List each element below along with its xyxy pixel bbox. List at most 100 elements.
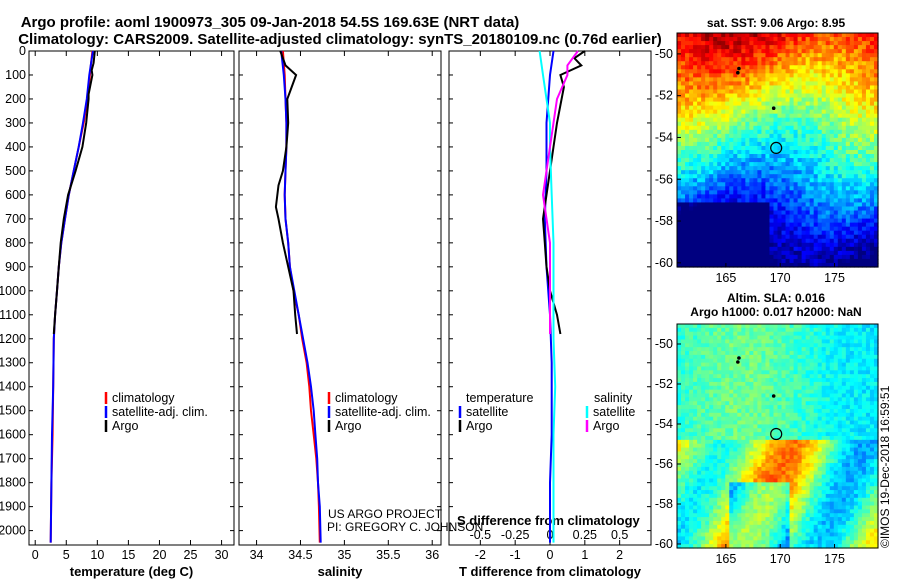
map-cell [729, 93, 734, 99]
map-cell [817, 166, 823, 171]
map-cell [869, 178, 875, 183]
map-cell [693, 381, 698, 387]
map-cell [717, 45, 722, 50]
map-cell [681, 354, 686, 360]
map-cell [713, 174, 718, 179]
map-cell [873, 327, 879, 333]
map-cell [741, 133, 746, 139]
map-cell [849, 37, 855, 42]
map-cell [841, 206, 847, 212]
map-cell [869, 246, 875, 252]
map-cell [745, 343, 750, 348]
map-cell [845, 424, 851, 429]
map-cell [809, 451, 815, 456]
map-cell [729, 81, 734, 87]
map-cell [797, 343, 803, 348]
map-cell [749, 210, 754, 216]
map-cell [781, 81, 787, 87]
map-cell [845, 73, 851, 78]
map-cell [677, 343, 682, 348]
map-cell [725, 218, 730, 224]
map-cell [721, 178, 726, 183]
map-cell [737, 57, 742, 62]
map-cell [781, 214, 787, 220]
map-cell [805, 424, 811, 429]
map-cell [749, 234, 754, 240]
map-cell [769, 210, 775, 216]
map-cell [853, 121, 859, 127]
map-cell [805, 420, 811, 426]
map-cell [705, 101, 710, 107]
map-cell [733, 170, 738, 175]
map-cell [785, 186, 791, 191]
map-cell [677, 45, 682, 50]
map-cell [681, 93, 686, 99]
map-cell [841, 81, 847, 87]
map-cell [789, 121, 795, 127]
map-cell [805, 432, 811, 437]
map-cell [813, 73, 819, 78]
map-cell [761, 61, 767, 66]
map-cell [749, 339, 754, 344]
map-cell [869, 166, 875, 171]
map-cell [829, 129, 835, 135]
map-cell [797, 439, 803, 445]
map-cell [689, 459, 694, 464]
map-cell [709, 105, 714, 111]
map-cell [757, 85, 763, 91]
map-cell [689, 37, 694, 42]
map-cell [733, 73, 738, 78]
map-cell [833, 166, 839, 171]
map-cell [841, 182, 847, 187]
map-cell [725, 198, 730, 204]
map-cell [753, 463, 758, 468]
map-cell [717, 226, 722, 232]
map-cell [873, 174, 879, 179]
map-cell [701, 378, 706, 383]
map-cell [685, 230, 690, 236]
map-cell [685, 117, 690, 123]
map-cell [857, 57, 863, 62]
map-cell [809, 424, 815, 429]
map-cell [757, 385, 763, 391]
map-cell [869, 218, 875, 224]
map-cell [849, 190, 855, 195]
map-cell [825, 447, 831, 453]
map-cell [869, 424, 875, 429]
map-cell [841, 351, 847, 356]
map-cell [709, 432, 714, 437]
map-cell [845, 133, 851, 139]
map-cell [737, 214, 742, 220]
map-cell [869, 194, 875, 200]
map-cell [745, 53, 750, 58]
map-cell [773, 190, 779, 195]
map-cell [677, 234, 682, 240]
map-cell [753, 250, 758, 256]
map-cell [817, 69, 823, 74]
map-cell [773, 389, 779, 395]
map-cell [729, 85, 734, 91]
map-cell [865, 238, 871, 244]
map-cell [721, 370, 726, 375]
map-cell [749, 374, 754, 379]
map-cell [821, 459, 827, 464]
map-cell [757, 210, 763, 216]
map-cell [681, 246, 686, 252]
map-cell [769, 37, 775, 42]
map-cell [749, 439, 754, 445]
map-cell [753, 210, 758, 216]
map-cell [813, 45, 819, 50]
map-cell [829, 416, 835, 422]
map-cell [833, 246, 839, 252]
map-cell [773, 366, 779, 371]
map-cell [693, 162, 698, 167]
map-cell [785, 408, 791, 414]
map-cell [709, 206, 714, 212]
map-cell [717, 463, 722, 468]
map-cell [717, 41, 722, 46]
map-cell [693, 226, 698, 232]
map-cell [829, 447, 835, 453]
map-cell [841, 331, 847, 337]
map-cell [821, 370, 827, 375]
map-cell [737, 408, 742, 414]
